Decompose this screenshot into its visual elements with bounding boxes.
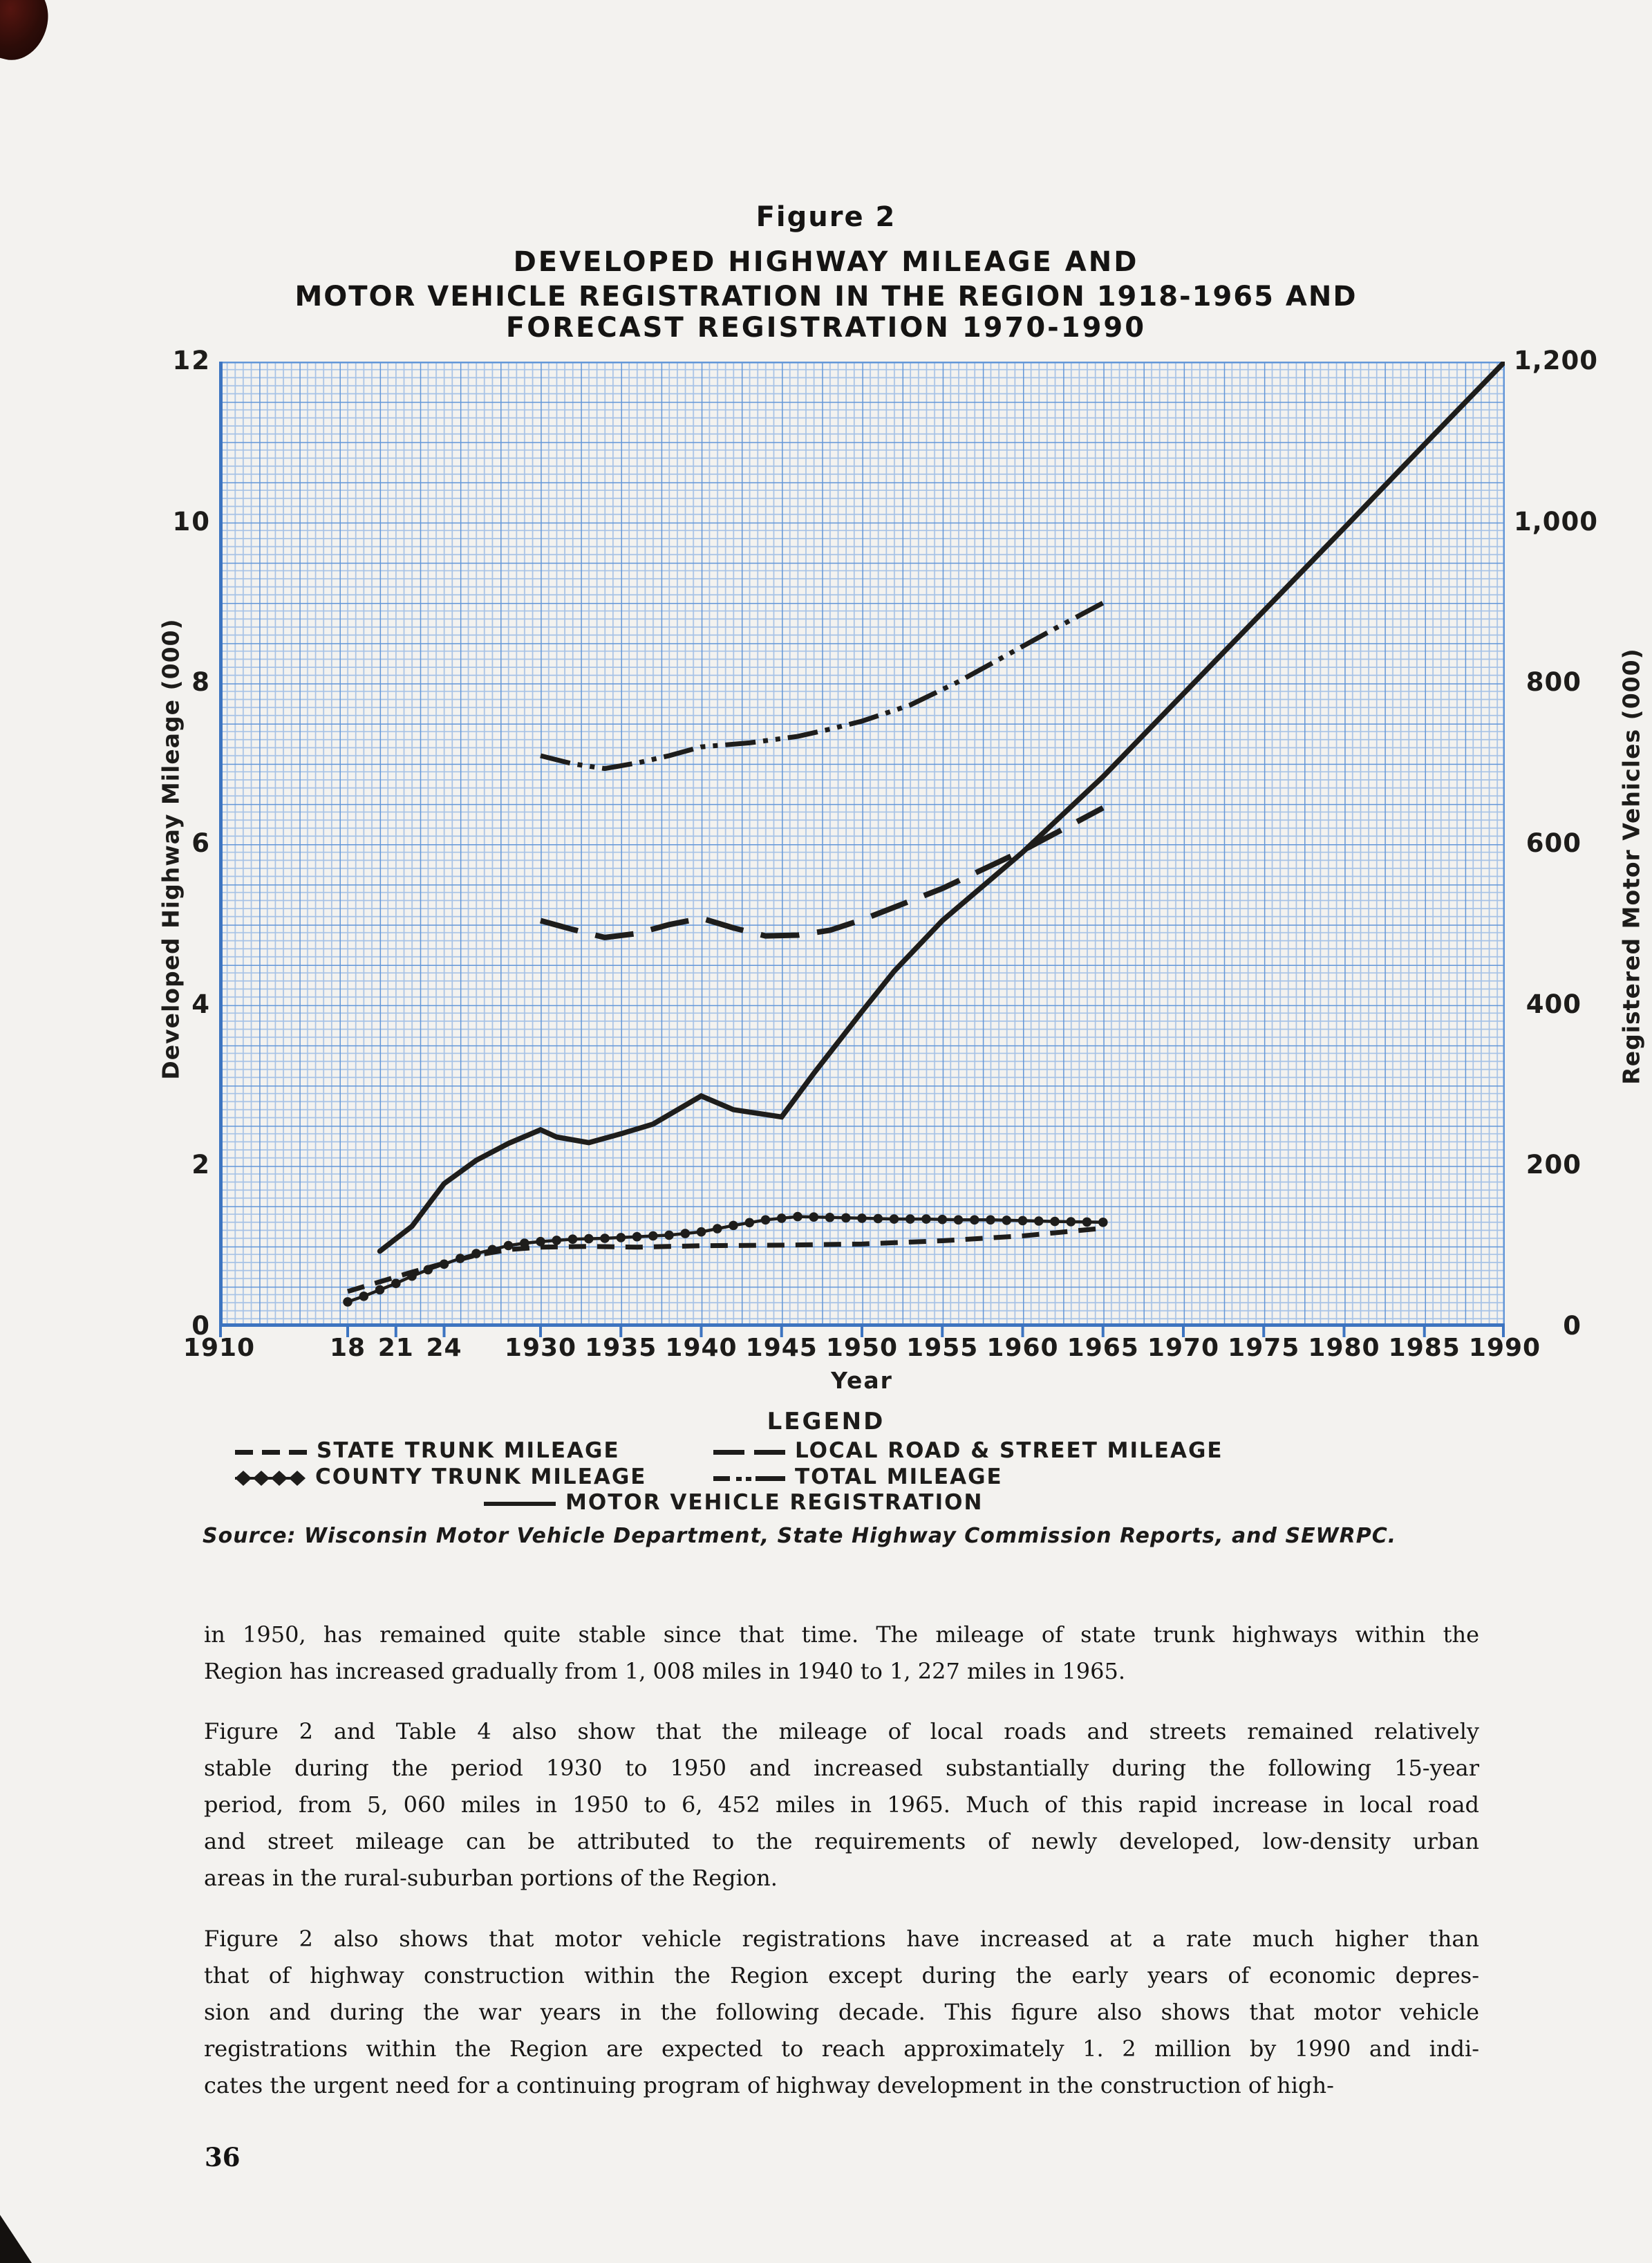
- body-text-line: in 1950, has remained quite stable since…: [204, 1621, 1479, 1648]
- figure-title-line-1: DEVELOPED HIGHWAY MILEAGE AND: [513, 246, 1139, 278]
- legend-item-total-mileage: TOTAL MILEAGE: [713, 1464, 1003, 1489]
- x-tick-label: 1970: [1147, 1334, 1220, 1362]
- body-text-line: and street mileage can be attributed to …: [204, 1828, 1479, 1854]
- x-tick-label: 1910: [182, 1334, 256, 1362]
- legend-item-local-road: LOCAL ROAD & STREET MILEAGE: [713, 1438, 1223, 1463]
- y-axis-left-title: Developed Highway Mileage (000): [157, 618, 185, 1080]
- x-tick-label: 1955: [906, 1334, 979, 1362]
- source-note: Source: Wisconsin Motor Vehicle Departme…: [203, 1524, 1397, 1548]
- body-text-line: Figure 2 also shows that motor vehicle r…: [204, 1926, 1479, 1952]
- figure-title-line-2: MOTOR VEHICLE REGISTRATION IN THE REGION…: [294, 281, 1358, 313]
- page-number: 36: [205, 2142, 241, 2172]
- body-text-line: that of highway construction within the …: [204, 1962, 1479, 1989]
- legend-item-label: MOTOR VEHICLE REGISTRATION: [565, 1490, 984, 1515]
- legend-item-label: TOTAL MILEAGE: [795, 1464, 1003, 1489]
- body-paragraph: Figure 2 also shows that motor vehicle r…: [204, 1921, 1479, 2104]
- series-county-trunk-mileage-markers: [343, 1211, 1108, 1307]
- chart-svg: [219, 359, 1508, 1337]
- graph-paper-grid: [219, 362, 1505, 1327]
- scan-artifact-top-left: [0, 0, 56, 67]
- legend-item-label: STATE TRUNK MILEAGE: [317, 1438, 620, 1463]
- long-dash-line-symbol-icon: [713, 1442, 788, 1460]
- y-right-tick-label: 1,200: [1514, 346, 1599, 375]
- body-text-line: Region has increased gradually from 1, 0…: [204, 1658, 1125, 1684]
- legend-item-label: LOCAL ROAD & STREET MILEAGE: [795, 1438, 1223, 1463]
- dashed-line-symbol-icon: [235, 1442, 310, 1460]
- x-tick-label: 1935: [585, 1334, 657, 1362]
- x-tick-label: 1945: [745, 1334, 818, 1362]
- series-total-mileage: [540, 600, 1105, 772]
- y-left-tick-label: 6: [191, 828, 211, 858]
- scan-artifact-bottom-left: [0, 2215, 32, 2263]
- body-text-line: areas in the rural-suburban portions of …: [204, 1865, 778, 1891]
- x-tick-label: 1960: [986, 1334, 1059, 1362]
- y-right-tick-label: 200: [1526, 1150, 1581, 1180]
- figure-title-line-3: FORECAST REGISTRATION 1970-1990: [505, 312, 1147, 344]
- y-right-tick-label: 800: [1526, 667, 1581, 698]
- y-right-tick-label: 400: [1526, 989, 1581, 1019]
- x-tick-label: 1990: [1468, 1334, 1541, 1362]
- series-local-road-street-mileage: [539, 805, 1105, 940]
- x-tick-label: 1940: [665, 1334, 738, 1362]
- legend-item-label: COUNTY TRUNK MILEAGE: [315, 1464, 647, 1489]
- x-tick-label: 21: [377, 1334, 414, 1362]
- body-paragraph: in 1950, has remained quite stable since…: [204, 1617, 1479, 1690]
- body-paragraph: Figure 2 and Table 4 also show that the …: [204, 1713, 1479, 1897]
- chart-plot-area: [219, 359, 1508, 1352]
- body-text-line: stable during the period 1930 to 1950 an…: [204, 1755, 1479, 1781]
- y-left-tick-label: 10: [172, 506, 211, 537]
- y-axis-right-title: Registered Motor Vehicles (000): [1617, 648, 1645, 1085]
- y-left-tick-label: 2: [191, 1150, 211, 1180]
- body-text-line: period, from 5, 060 miles in 1950 to 6, …: [204, 1791, 1479, 1818]
- y-right-tick-label: 0: [1563, 1310, 1581, 1341]
- solid-line-symbol-icon: [484, 1493, 559, 1511]
- dotted-line-symbol-icon: [234, 1468, 308, 1486]
- body-text-line: cates the urgent need for a continuing p…: [204, 2072, 1334, 2098]
- body-text-line: sion and during the war years in the fol…: [204, 1999, 1479, 2025]
- y-right-tick-label: 600: [1526, 828, 1581, 858]
- y-left-tick-label: 4: [191, 989, 211, 1019]
- x-tick-label: 1950: [825, 1334, 899, 1362]
- figure-label: Figure 2: [755, 201, 897, 233]
- x-tick-label: 1965: [1067, 1334, 1139, 1362]
- legend-item-motor-vehicle-registration: MOTOR VEHICLE REGISTRATION: [484, 1490, 983, 1515]
- y-left-tick-label: 12: [172, 346, 211, 375]
- x-axis-title: Year: [831, 1367, 893, 1394]
- legend-item-county-trunk: COUNTY TRUNK MILEAGE: [234, 1464, 646, 1489]
- y-right-tick-label: 1,000: [1514, 506, 1599, 537]
- body-text-line: Figure 2 and Table 4 also show that the …: [204, 1718, 1479, 1744]
- dash-dot-dot-line-symbol-icon: [713, 1468, 788, 1486]
- x-tick-label: 1980: [1308, 1334, 1380, 1362]
- x-tick-label: 18: [329, 1334, 366, 1362]
- x-tick-label: 1930: [504, 1334, 577, 1362]
- legend-title: LEGEND: [767, 1408, 885, 1435]
- x-tick-label: 1975: [1228, 1334, 1300, 1362]
- x-tick-label: 1985: [1388, 1334, 1461, 1362]
- body-text-line: registrations within the Region are expe…: [204, 2036, 1479, 2062]
- y-left-tick-label: 0: [191, 1310, 211, 1341]
- x-tick-label: 24: [426, 1334, 462, 1362]
- y-left-tick-label: 8: [191, 667, 211, 698]
- series-motor-vehicle-registration: [377, 359, 1508, 1254]
- series-state-trunk-mileage: [346, 1225, 1104, 1294]
- legend-item-state-trunk: STATE TRUNK MILEAGE: [235, 1438, 620, 1463]
